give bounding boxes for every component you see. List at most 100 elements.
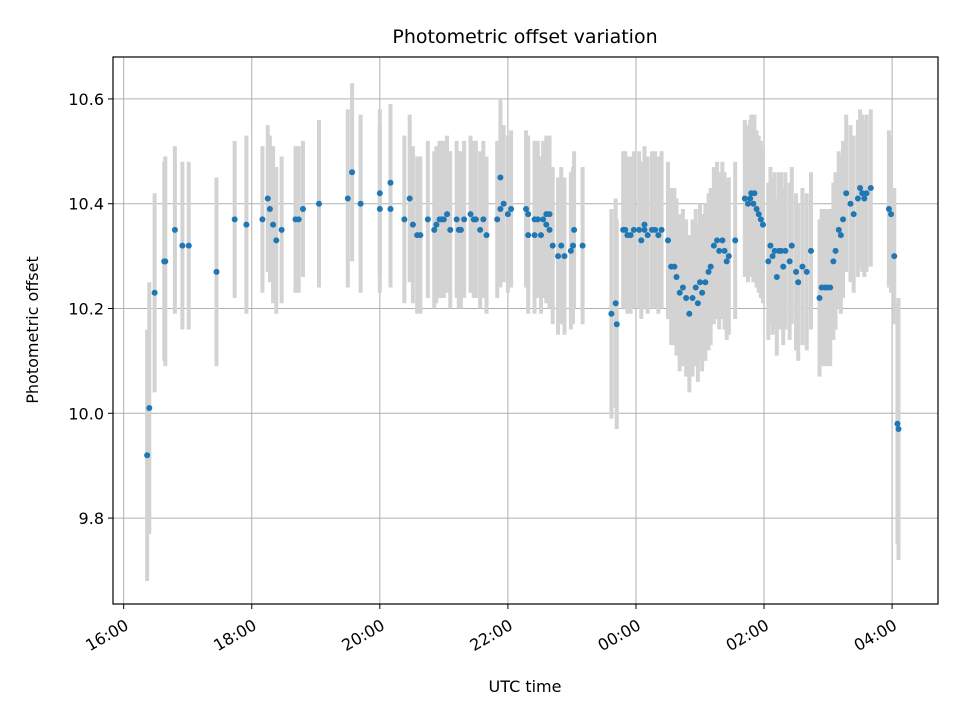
y-axis: 9.8 10.0 10.2 10.4 10.6 [68, 90, 113, 528]
data-point [555, 253, 562, 260]
data-point [531, 232, 538, 239]
data-point [349, 169, 356, 176]
data-point [315, 200, 322, 207]
data-point [453, 216, 460, 223]
data-point [424, 216, 431, 223]
data-point [782, 247, 789, 254]
data-point [444, 211, 451, 218]
data-point [719, 237, 726, 244]
data-point [658, 226, 665, 233]
data-point [146, 405, 153, 412]
data-point [895, 426, 902, 433]
data-point [694, 300, 701, 307]
data-point [725, 253, 732, 260]
chart-title: Photometric offset variation [392, 26, 657, 48]
data-point [567, 247, 574, 254]
data-point [837, 232, 844, 239]
data-point [769, 253, 776, 260]
data-point [741, 195, 748, 202]
data-point [816, 295, 823, 302]
data-point [401, 216, 408, 223]
data-point [622, 226, 629, 233]
data-point [376, 190, 383, 197]
data-point [707, 263, 714, 270]
data-point [843, 190, 850, 197]
data-point [745, 200, 752, 207]
data-point [151, 289, 158, 296]
data-point [483, 232, 490, 239]
data-point [655, 232, 662, 239]
data-point [467, 211, 474, 218]
data-point [861, 195, 868, 202]
data-point [759, 221, 766, 228]
data-point [732, 237, 739, 244]
data-point [753, 205, 760, 212]
data-point [579, 242, 586, 249]
data-points [144, 169, 902, 459]
data-point [213, 268, 220, 275]
data-point [832, 247, 839, 254]
data-point [689, 295, 696, 302]
data-point [534, 216, 541, 223]
data-point [508, 205, 515, 212]
data-point [827, 284, 834, 291]
data-point [144, 452, 151, 459]
y-tick-label: 10.2 [68, 299, 104, 318]
data-point [702, 279, 709, 286]
data-point [671, 263, 678, 270]
data-point [793, 268, 800, 275]
data-point [894, 420, 901, 427]
data-point [546, 211, 553, 218]
data-point [771, 247, 778, 254]
data-point [185, 242, 192, 249]
data-point [270, 221, 277, 228]
data-point [494, 216, 501, 223]
data-point [525, 232, 532, 239]
data-point [571, 226, 578, 233]
data-point [273, 237, 280, 244]
data-point [847, 200, 854, 207]
data-point [171, 226, 178, 233]
data-point [664, 237, 671, 244]
data-point [569, 242, 576, 249]
y-tick-label: 9.8 [79, 509, 104, 528]
data-point [747, 195, 754, 202]
data-point [447, 226, 454, 233]
data-point [799, 263, 806, 270]
data-point [561, 253, 568, 260]
data-point [780, 263, 787, 270]
data-point [537, 232, 544, 239]
data-point [751, 190, 758, 197]
data-point [767, 242, 774, 249]
y-tick-label: 10.4 [68, 195, 104, 214]
data-point [636, 226, 643, 233]
y-axis-title: Photometric offset [23, 256, 42, 404]
data-point [723, 258, 730, 265]
data-point [755, 211, 762, 218]
data-point [431, 226, 438, 233]
data-point [641, 221, 648, 228]
data-point [714, 237, 721, 244]
data-point [231, 216, 238, 223]
data-point [299, 205, 306, 212]
data-point [830, 258, 837, 265]
data-point [162, 258, 169, 265]
data-point [497, 174, 504, 181]
x-axis-title: UTC time [489, 677, 562, 696]
data-point [558, 242, 565, 249]
data-point [523, 205, 530, 212]
data-point [344, 195, 351, 202]
data-point [850, 211, 857, 218]
data-point [854, 195, 861, 202]
data-point [409, 221, 416, 228]
data-point [525, 211, 532, 218]
data-point [259, 216, 266, 223]
data-point [696, 279, 703, 286]
data-point [638, 237, 645, 244]
data-point [549, 242, 556, 249]
data-point [608, 310, 615, 317]
data-point [705, 268, 712, 275]
data-point [786, 258, 793, 265]
